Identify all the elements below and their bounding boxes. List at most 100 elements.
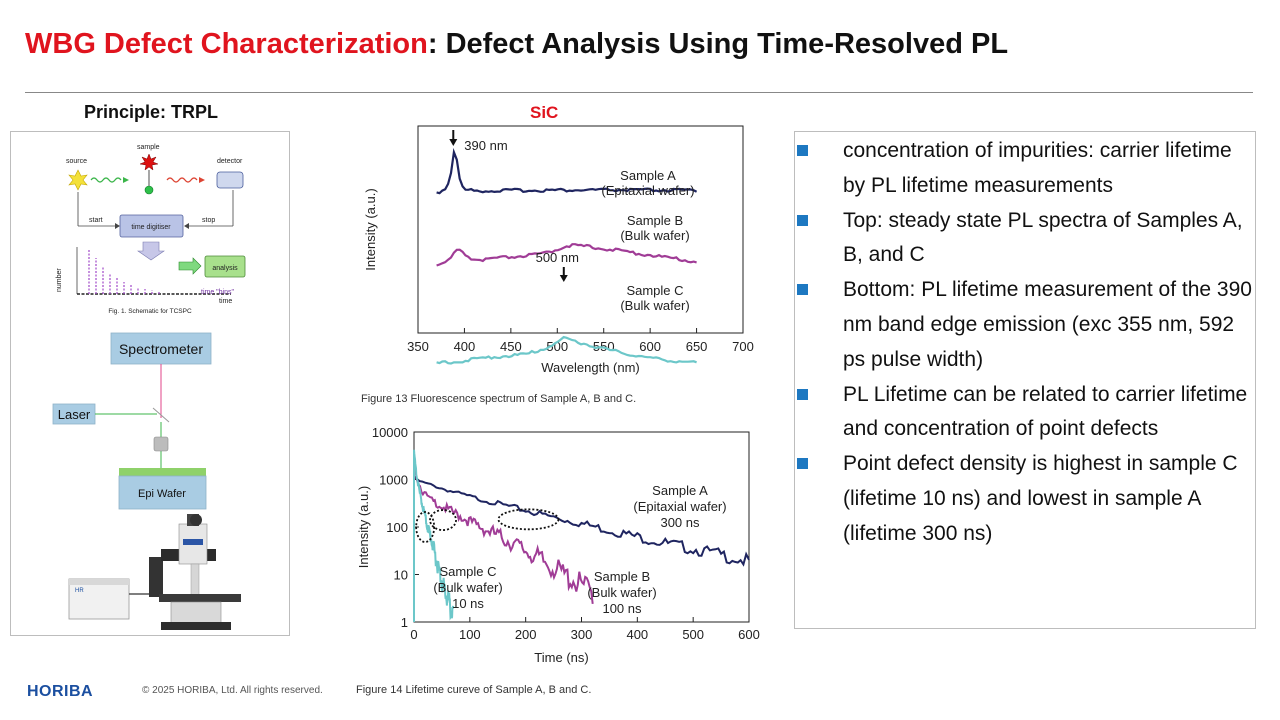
spectrum-y-axis-label: Intensity (a.u.): [363, 188, 378, 270]
peak-500-arrowhead: [559, 275, 568, 282]
title-divider: [25, 92, 1253, 93]
bullet-text: concentration of impurities: carrier lif…: [843, 139, 1232, 197]
bullet-text: Top: steady state PL spectra of Samples …: [843, 208, 1243, 267]
spectrum-series-line: [436, 243, 697, 267]
source-star-icon: [68, 169, 88, 191]
peak-390-label: 390 nm: [464, 138, 507, 153]
spectrum-series-label: (Epitaxial wafer): [601, 183, 694, 198]
spectrum-caption: Figure 13 Fluorescence spectrum of Sampl…: [361, 393, 636, 405]
lifetime-caption: Figure 14 Lifetime cureve of Sample A, B…: [356, 684, 591, 696]
schematic-source-label: source: [66, 158, 87, 165]
sample-burst-icon: [139, 153, 159, 171]
spectrum-x-tick-label: 600: [639, 339, 661, 354]
bullet-item: Top: steady state PL spectra of Samples …: [795, 204, 1255, 274]
sic-heading: SiC: [530, 103, 559, 122]
analysis-arrow-icon: [178, 257, 202, 275]
microscope-instrument-icon: HR: [68, 514, 241, 630]
lifetime-y-tick-label: 10: [394, 568, 408, 583]
bullet-text: Point defect density is highest in sampl…: [843, 452, 1238, 545]
bullet-text: Bottom: PL lifetime measurement of the 3…: [843, 278, 1252, 371]
lifetime-x-tick-label: 400: [626, 627, 648, 642]
lifetime-x-tick-label: 500: [682, 627, 704, 642]
lifetime-series-line: [413, 459, 594, 622]
copyright-text: © 2025 HORIBA, Ltd. All rights reserved.: [142, 685, 323, 696]
emission-wave: [166, 177, 198, 183]
bullet-square-icon: [797, 145, 808, 156]
bullet-square-icon: [797, 284, 808, 296]
fit-region-ellipse: [497, 508, 560, 531]
spectrometer-box: [110, 332, 212, 365]
excitation-wave: [90, 177, 122, 183]
epi-wafer-label: Epi Wafer: [138, 488, 186, 500]
spectrum-series-label: Sample B: [627, 213, 683, 228]
laser-label: Laser: [58, 407, 91, 422]
lifetime-y-tick-label: 1: [401, 615, 408, 630]
spectrum-x-tick-label: 450: [500, 339, 522, 354]
bullet-item: Bottom: PL lifetime measurement of the 3…: [795, 273, 1255, 377]
lifetime-x-tick-label: 300: [571, 627, 593, 642]
spectrum-series-label: (Bulk wafer): [620, 298, 689, 313]
epi-layer: [119, 468, 206, 476]
fit-region-ellipse: [429, 509, 457, 531]
principle-heading: Principle: TRPL: [84, 102, 219, 122]
lifetime-y-tick-label: 1000: [379, 473, 408, 488]
excitation-arrow: [123, 177, 129, 183]
spectrum-series-label: Sample A: [620, 168, 676, 183]
spectrum-series-line: [436, 335, 697, 365]
spectrum-x-axis-label: Wavelength (nm): [541, 360, 640, 375]
page-title-rest: : Defect Analysis Using Time-Resolved PL: [427, 28, 1009, 60]
lifetime-y-tick-label: 100: [386, 520, 408, 535]
peak-390-arrowhead: [449, 139, 458, 146]
lifetime-series-label: (Bulk wafer): [587, 585, 656, 600]
time-axis-label: time: [219, 298, 232, 305]
instrument-label: HR: [75, 588, 84, 594]
lifetime-series-label: Sample B: [594, 569, 650, 584]
bullet-text: PL Lifetime can be related to carrier li…: [843, 382, 1248, 441]
schematic-sample-label: sample: [137, 144, 160, 151]
spectrum-series-line: [436, 147, 698, 195]
analysis-box: [204, 255, 246, 278]
lifetime-series-label: 300 ns: [660, 515, 700, 530]
stop-arrow: [184, 223, 189, 229]
spectrum-x-tick-label: 350: [407, 339, 429, 354]
lifetime-x-tick-label: 200: [515, 627, 537, 642]
findings-list: concentration of impurities: carrier lif…: [795, 134, 1255, 552]
bullet-square-icon: [797, 388, 808, 400]
spectrum-x-tick-label: 500: [546, 339, 568, 354]
spectrum-series-label: (Bulk wafer): [620, 228, 689, 243]
schematic-caption: Fig. 1. Schematic for TCSPC: [108, 308, 192, 315]
lifetime-y-tick-label: 10000: [372, 425, 408, 440]
horiba-logo: HORIBA: [27, 683, 94, 700]
spectrometer-label: Spectrometer: [119, 341, 203, 357]
lifetime-x-tick-label: 0: [410, 627, 417, 642]
page-title-accent: WBG Defect Characterization: [25, 28, 428, 60]
bullet-square-icon: [797, 214, 808, 226]
wafer-box: [118, 475, 207, 510]
lifetime-x-axis-label: Time (ns): [534, 650, 588, 665]
findings-panel: concentration of impurities: carrier lif…: [794, 131, 1256, 629]
spectrum-series-label: Sample C: [626, 283, 683, 298]
trpl-diagram: source sample detector start stop time d…: [52, 144, 246, 630]
lifetime-series-label: Sample C: [439, 564, 496, 579]
number-axis-label: number: [56, 268, 63, 292]
peak-500-label: 500 nm: [536, 250, 579, 265]
page-title: WBG Defect Characterization: Defect Anal…: [25, 28, 1008, 61]
bullet-item: concentration of impurities: carrier lif…: [795, 134, 1255, 204]
sample-dot: [144, 185, 154, 195]
spectrum-x-tick-label: 700: [732, 339, 754, 354]
emission-arrow: [199, 177, 205, 183]
analysis-label: analysis: [212, 265, 238, 272]
time-bins-label: time "bins": [201, 289, 234, 296]
lifetime-series-line: [413, 449, 455, 622]
start-label: start: [89, 217, 103, 224]
lifetime-y-axis-label: Intensity (a.u.): [356, 486, 371, 568]
time-digitiser-box: [119, 214, 184, 238]
principle-panel: source sample detector start stop time d…: [10, 131, 290, 636]
detector-tube-icon: [216, 171, 244, 189]
lifetime-series-label: 100 ns: [602, 601, 642, 616]
lifetime-x-tick-label: 600: [738, 627, 760, 642]
spectrum-plot-frame: [417, 125, 744, 334]
lifetime-series-label: (Bulk wafer): [433, 580, 502, 595]
lifetime-x-tick-label: 100: [459, 627, 481, 642]
